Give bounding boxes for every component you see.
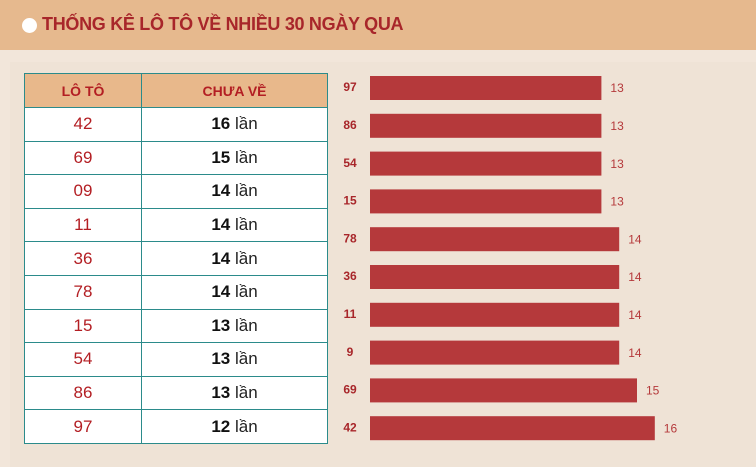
- header: [0, 0, 756, 50]
- unit: lần: [234, 315, 258, 335]
- bar: [370, 340, 620, 365]
- unit: lần: [234, 114, 258, 134]
- value-label: 13: [610, 81, 624, 95]
- unit: lần: [234, 248, 258, 268]
- table-row: 97 12 lần: [24, 409, 328, 444]
- count: 14: [211, 215, 231, 235]
- bar: [370, 302, 620, 327]
- bar: [370, 378, 637, 403]
- unit: lần: [234, 383, 258, 403]
- table-row: 15 13 lần: [24, 308, 328, 344]
- unit: lần: [234, 147, 258, 167]
- value-label: 13: [610, 119, 624, 133]
- count: 13: [211, 383, 231, 403]
- table-row: 42 16 lần: [24, 107, 328, 142]
- column-header: LÔ TÔ: [24, 73, 142, 108]
- table-row: 36 14 lần: [24, 241, 328, 276]
- bar: [370, 113, 602, 138]
- value-label: 13: [610, 195, 624, 209]
- column-header: CHƯA VỀ: [141, 73, 328, 108]
- value-label: 14: [628, 270, 642, 284]
- unit: lần: [234, 181, 258, 201]
- count-cell: 14 lần: [141, 241, 328, 276]
- count-cell: 13 lần: [141, 308, 328, 344]
- count: 15: [211, 147, 231, 167]
- value-label: 16: [664, 421, 678, 435]
- unit: lần: [234, 416, 258, 436]
- bullet: [22, 18, 37, 33]
- bar-category: 97: [343, 80, 357, 94]
- bar: [370, 76, 602, 100]
- lotto-number: 36: [24, 241, 142, 276]
- value-label: 13: [610, 157, 624, 171]
- bar: [370, 265, 620, 289]
- bar: [370, 416, 655, 441]
- bar-category: 69: [343, 383, 357, 397]
- bar-category: 36: [343, 269, 357, 283]
- value-label: 15: [646, 384, 660, 398]
- bar: [370, 189, 602, 214]
- count: 14: [211, 282, 231, 302]
- unit: lần: [234, 215, 258, 235]
- lotto-number: 97: [24, 409, 142, 444]
- count-cell: 14 lần: [141, 207, 328, 243]
- bar-category: 42: [343, 420, 357, 434]
- count-cell: 16 lần: [141, 107, 328, 142]
- bar-category: 78: [343, 231, 357, 245]
- bar-category: 15: [343, 194, 357, 208]
- table-row: 11 14 lần: [24, 207, 328, 243]
- title: THỐNG KÊ LÔ TÔ VỀ NHIỀU 30 NGÀY QUA: [42, 14, 404, 34]
- value-label: 14: [628, 308, 642, 322]
- bar-category: 9: [347, 345, 354, 359]
- value-label: 14: [628, 232, 642, 246]
- bar-category: 86: [343, 118, 357, 132]
- bar-category: 11: [344, 307, 357, 321]
- count: 14: [211, 181, 231, 201]
- count-cell: 14 lần: [141, 174, 328, 209]
- lotto-number: 11: [24, 207, 142, 243]
- bar: [370, 227, 620, 252]
- table-row: 69 15 lần: [24, 140, 328, 176]
- lotto-number: 78: [24, 274, 142, 310]
- count: 13: [211, 349, 231, 369]
- count-cell: 15 lần: [141, 140, 328, 176]
- lotto-number: 42: [24, 107, 142, 142]
- unit: lần: [234, 282, 258, 302]
- value-label: 14: [628, 346, 642, 360]
- lotto-number: 15: [24, 308, 142, 344]
- unit: lần: [234, 349, 258, 369]
- bar-category: 54: [343, 156, 357, 170]
- lotto-number: 86: [24, 375, 142, 411]
- table: LÔ TÔ CHƯA VỀ 42 16 lần 69 15 lần 09 14 lần 11 1…: [24, 73, 328, 444]
- count: 12: [211, 416, 231, 436]
- header-row: LÔ TÔ CHƯA VỀ: [24, 73, 328, 108]
- count: 14: [211, 248, 231, 268]
- count: 16: [211, 114, 231, 134]
- lotto-number: 54: [24, 342, 142, 377]
- count-cell: 12 lần: [141, 409, 328, 444]
- table-body: 42 16 lần 69 15 lần 09 14 lần 11 14 lần 36 14 lần…: [24, 107, 328, 444]
- bar: [370, 151, 602, 176]
- count: 13: [211, 315, 231, 335]
- table-row: 09 14 lần: [24, 174, 328, 209]
